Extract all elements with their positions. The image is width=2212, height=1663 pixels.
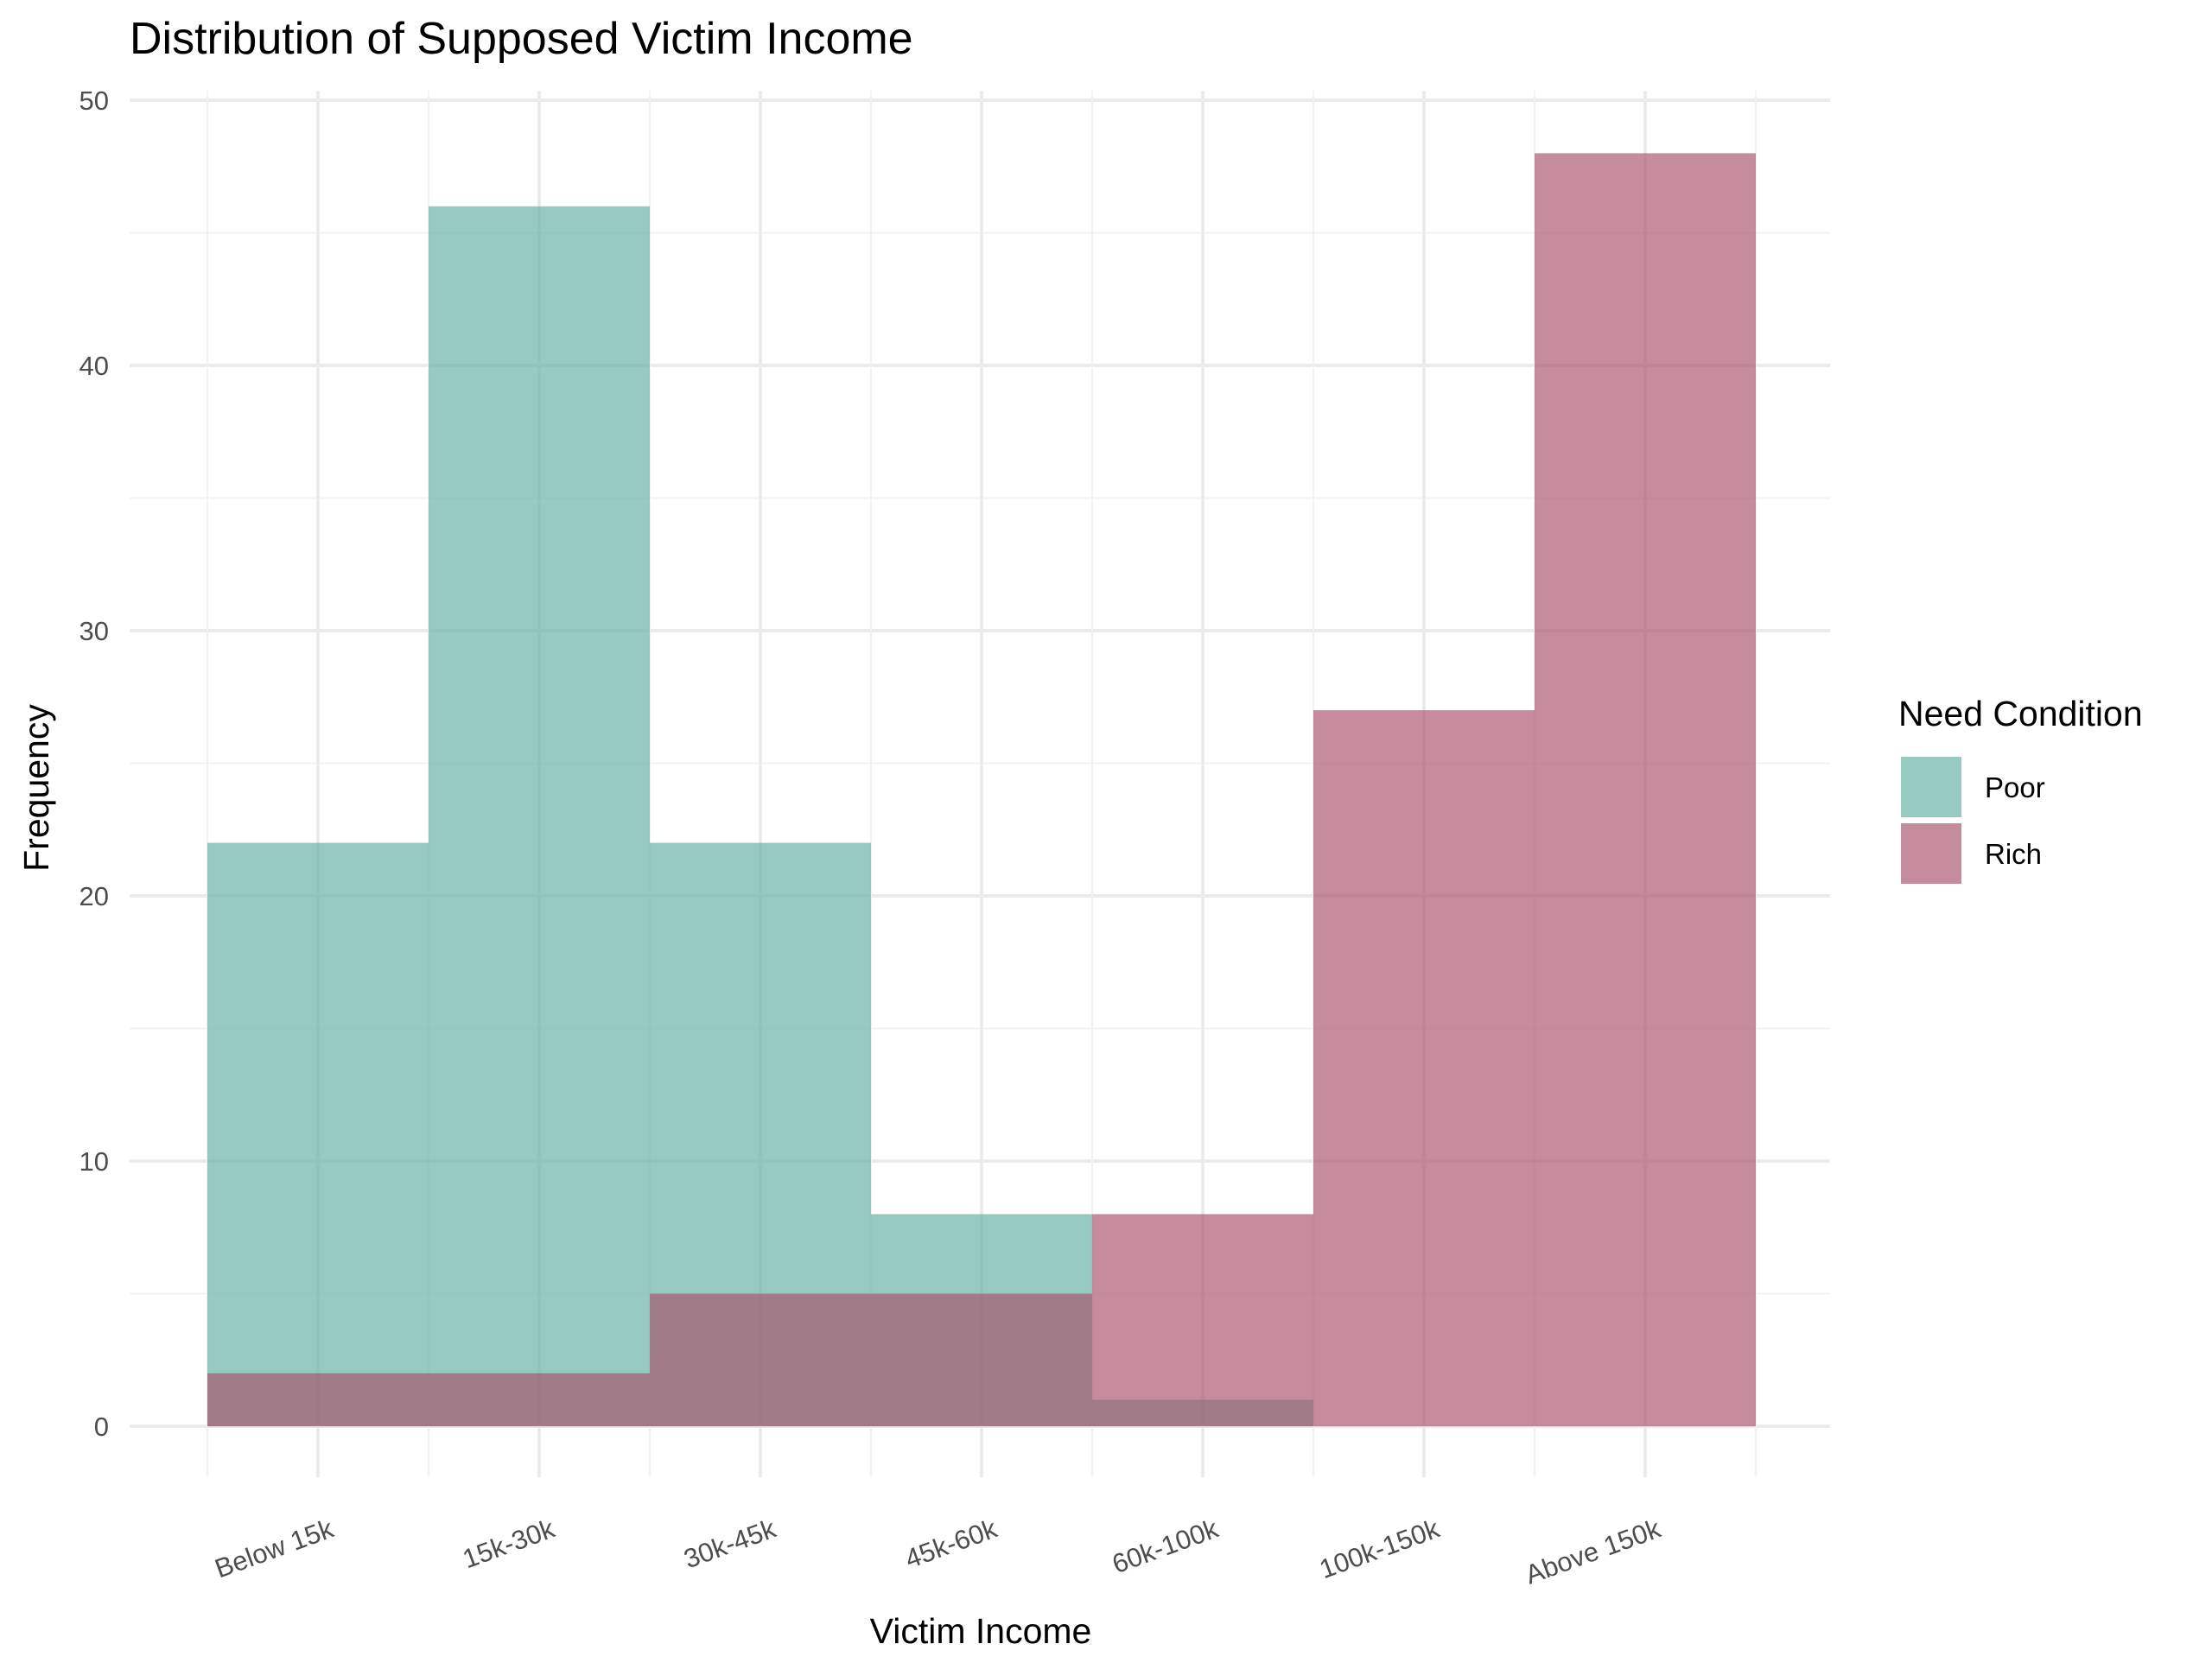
y-tick-label: 20	[79, 881, 109, 911]
chart-title: Distribution of Supposed Victim Income	[130, 14, 913, 64]
legend-title: Need Condition	[1898, 694, 2143, 733]
x-tick-label: Below 15k	[211, 1514, 338, 1584]
x-axis-ticks: Below 15k 15k-30k 30k-45k 45k-60k 60k-100k 10…	[211, 1514, 1665, 1590]
legend-key-poor	[1901, 757, 1961, 817]
x-tick-label: 60k-100k	[1109, 1514, 1223, 1580]
x-axis-title: Victim Income	[870, 1611, 1092, 1651]
legend-key-rich	[1901, 823, 1961, 884]
bar-rich-60k-100k	[1092, 1214, 1313, 1426]
bar-rich-45k-60k	[871, 1293, 1092, 1426]
y-tick-label: 40	[79, 351, 109, 381]
bar-rich-100k-150k	[1313, 710, 1535, 1426]
y-axis-title: Frequency	[16, 704, 56, 872]
rich-series-bars	[207, 153, 1756, 1426]
legend-label-rich: Rich	[1985, 838, 2042, 870]
x-tick-label: 100k-150k	[1315, 1514, 1443, 1585]
bar-rich-15k-30k	[429, 1373, 650, 1426]
y-tick-label: 30	[79, 616, 109, 646]
x-tick-label: 15k-30k	[459, 1514, 559, 1575]
x-tick-label: 45k-60k	[901, 1514, 1001, 1575]
bar-rich-above-150k	[1535, 153, 1756, 1426]
bar-poor-15k-30k	[429, 206, 650, 1426]
bar-rich-30k-45k	[650, 1293, 871, 1426]
y-tick-label: 10	[79, 1146, 109, 1177]
y-axis-ticks: 0 10 20 30 40 50	[79, 86, 109, 1442]
legend-label-poor: Poor	[1985, 771, 2045, 803]
y-tick-label: 0	[94, 1412, 109, 1442]
bar-rich-below-15k	[207, 1373, 429, 1426]
y-tick-label: 50	[79, 86, 109, 116]
x-tick-label: 30k-45k	[680, 1514, 780, 1575]
legend: Need Condition Poor Rich	[1898, 694, 2143, 884]
bar-poor-below-15k	[207, 842, 429, 1426]
x-tick-label: Above 150k	[1522, 1514, 1665, 1590]
